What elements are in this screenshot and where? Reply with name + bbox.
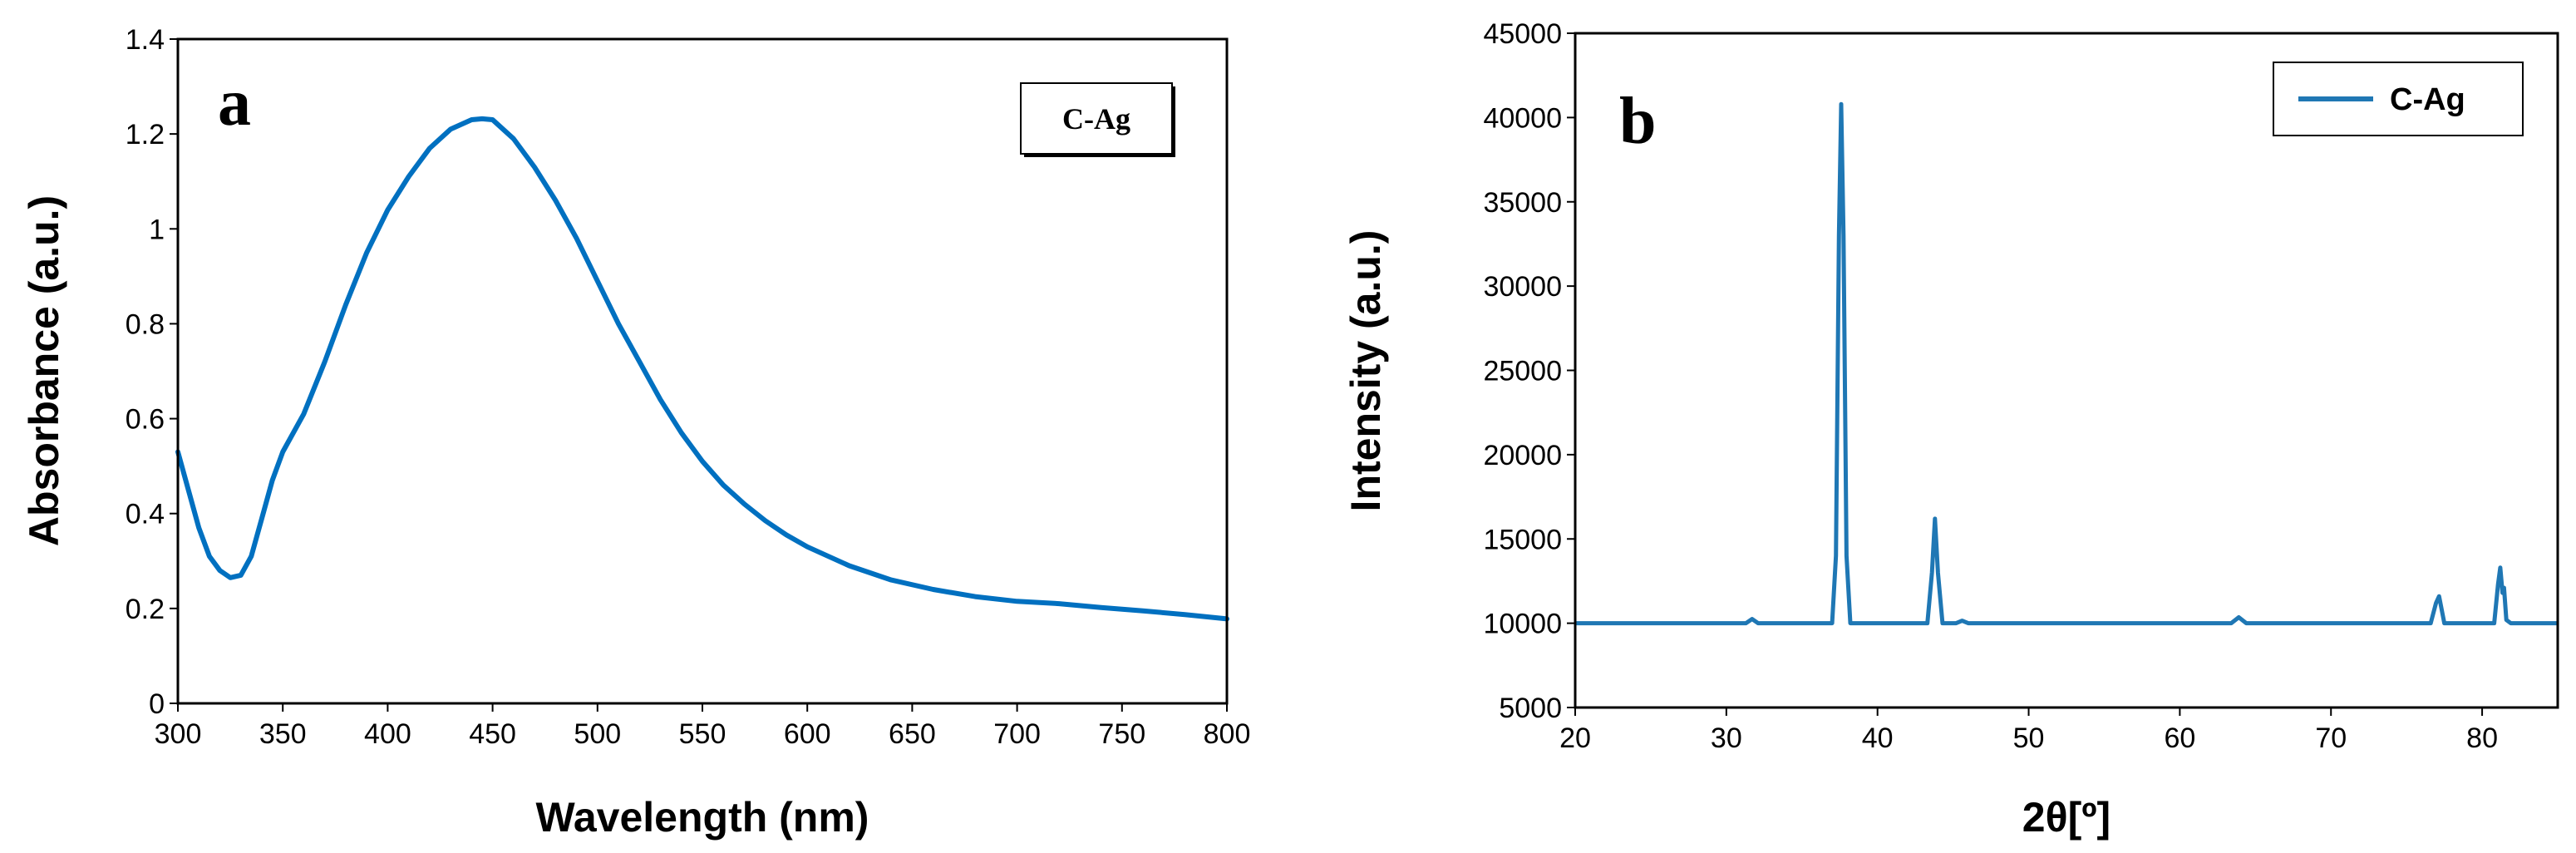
panel-a-ticks: 300 350 400 450 500 550 600 650 700 750 800 0 0.2 0.4… [126, 24, 1251, 750]
panel-a-xlabel: Wavelength (nm) [536, 794, 869, 841]
panel-a-letter: a [218, 67, 251, 140]
panel-b-series-line [1575, 101, 2558, 626]
panel-a-xtick-label: 300 [155, 718, 202, 750]
panel-a-ytick-label: 0 [149, 688, 165, 720]
panel-b-xtick-label: 50 [2013, 722, 2045, 754]
panel-b-ytick-label: 15000 [1483, 524, 1562, 555]
panel-a-ytick-label: 0.4 [126, 499, 165, 530]
panel-b-xtick-label: 70 [2315, 722, 2347, 754]
panel-a-xtick-label: 800 [1204, 718, 1251, 750]
panel-b-ytick-label: 35000 [1483, 187, 1562, 219]
panel-a-ytick-label: 0.2 [126, 594, 165, 625]
panel-a-legend-box-shadow [1172, 86, 1175, 157]
panel-b-xlabel: 2θ[º] [2022, 794, 2111, 841]
panel-a-ytick-label: 1.4 [126, 24, 165, 56]
panel-b-plot-frame [1574, 32, 2559, 709]
panel-a-xtick-label: 500 [574, 718, 621, 750]
panel-a-ylabel: Absorbance (a.u.) [21, 195, 67, 546]
panel-b-ytick-label: 5000 [1499, 693, 1562, 724]
panel-b-legend-label: C-Ag [2390, 82, 2465, 117]
panel-a-chart: 300 350 400 450 500 550 600 650 700 750 800 0 0.2 0.4… [21, 24, 1250, 841]
panel-b-xtick-label: 60 [2164, 722, 2195, 754]
panel-b-xtick-label: 30 [1711, 722, 1742, 754]
panel-a-ytick-label: 1 [149, 214, 165, 245]
panel-a-xtick-label: 750 [1098, 718, 1145, 750]
panel-b-letter: b [1619, 85, 1657, 158]
panel-a-xtick-label: 550 [679, 718, 727, 750]
panel-a-xtick-label: 350 [259, 718, 307, 750]
panel-a-series-line [175, 116, 1229, 622]
panel-a-xtick-label: 600 [784, 718, 831, 750]
panel-b-ytick-label: 45000 [1483, 18, 1562, 50]
panel-b-ticks: 20 30 40 50 60 70 80 5000 10000 15000 20000 25000 30… [1483, 18, 2498, 754]
panel-a-ytick-label: 0.6 [126, 404, 165, 436]
panel-b-ytick-label: 20000 [1483, 440, 1562, 471]
panel-b-ytick-label: 30000 [1483, 271, 1562, 303]
panel-a-ytick-label: 0.8 [126, 308, 165, 340]
panel-b-ytick-label: 25000 [1483, 356, 1562, 387]
panel-a-legend: C-Ag [1020, 82, 1175, 157]
panel-a-ytick-label: 1.2 [126, 119, 165, 150]
panel-a-legend-box-shadow-bottom [1024, 154, 1175, 157]
panel-b-ytick-label: 10000 [1483, 609, 1562, 640]
panel-b-chart: 20 30 40 50 60 70 80 5000 10000 15000 20000 25000 30… [1342, 18, 2559, 841]
panel-b-ylabel: Intensity (a.u.) [1342, 230, 1389, 512]
panel-a-legend-box [1020, 82, 1173, 155]
panel-a-legend-label: C-Ag [1062, 102, 1130, 136]
panel-a-xtick-label: 700 [993, 718, 1041, 750]
panel-b-xtick-label: 40 [1862, 722, 1894, 754]
panel-b-xtick-label: 80 [2466, 722, 2498, 754]
panel-b-ytick-label: 40000 [1483, 102, 1562, 134]
panel-a-xtick-label: 450 [469, 718, 516, 750]
panel-a-plot-frame [176, 37, 1229, 705]
panel-b-xtick-label: 20 [1559, 722, 1591, 754]
panel-a-xtick-label: 400 [364, 718, 411, 750]
panel-a-xtick-label: 650 [889, 718, 936, 750]
panel-b-legend: C-Ag [2273, 62, 2524, 136]
